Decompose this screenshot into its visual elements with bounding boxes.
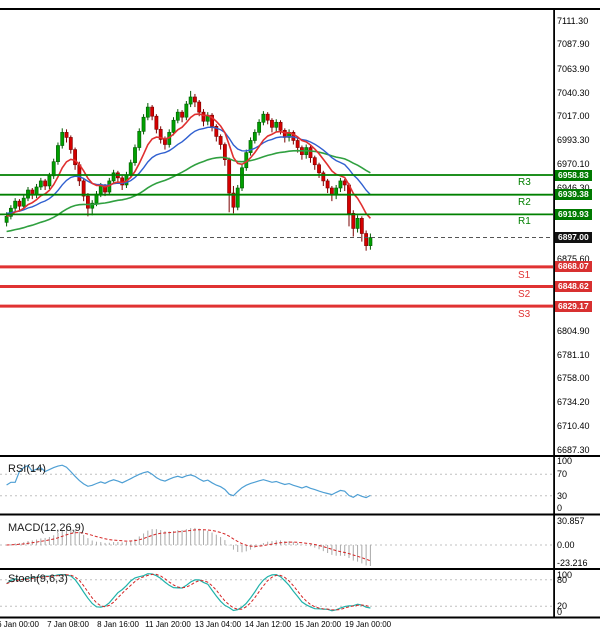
time-axis-label: 15 Jan 20:00	[294, 620, 342, 629]
indicator-axis-label: 30	[557, 490, 568, 501]
price-axis-label: 6875.60	[557, 254, 590, 265]
time-axis-label: 19 Jan 00:00	[344, 620, 392, 629]
price-axis-label: 6946.30	[557, 182, 590, 193]
price-axis-label: 6734.20	[557, 397, 590, 408]
price-axis-label: 7087.90	[557, 39, 590, 50]
time-axis-label: 11 Jan 20:00	[145, 620, 191, 629]
time-axis-label: 14 Jan 12:00	[244, 620, 292, 629]
resistance-badge: 6939.38	[555, 189, 592, 201]
support-label: S3	[518, 309, 531, 321]
resistance-label: R1	[518, 216, 531, 228]
indicator-axis-label: 0.00	[557, 539, 575, 550]
support-label: S1	[518, 269, 531, 281]
stoch-panel-label: Stoch(9,6,3)	[8, 573, 68, 585]
time-axis-label: 6 Jan 00:00	[0, 620, 39, 629]
price-axis-label: 6781.10	[557, 349, 590, 360]
support-badge: 6829.17	[555, 300, 592, 312]
price-axis-label: 6687.30	[557, 444, 590, 455]
support-label: S2	[518, 289, 531, 301]
indicator-axis-label: 80	[557, 574, 568, 585]
support-badge: 6848.62	[555, 280, 592, 292]
resistance-label: R3	[518, 177, 531, 189]
price-axis-label: 6758.00	[557, 373, 590, 384]
indicator-axis-label: 20	[557, 601, 568, 612]
price-axis-label: 6970.10	[557, 158, 590, 169]
time-axis-label: 8 Jan 16:00	[97, 620, 139, 629]
price-axis-label: 7063.90	[557, 63, 590, 74]
price-axis-label: 7040.30	[557, 87, 590, 98]
time-axis-label: 7 Jan 08:00	[47, 620, 89, 629]
indicator-axis-label: 100	[557, 456, 573, 466]
time-axis-label: 13 Jan 04:00	[194, 620, 242, 629]
indicator-axis-label: 70	[557, 469, 568, 480]
resistance-badge: 6958.83	[555, 169, 592, 181]
price-axis-label: 6993.30	[557, 135, 590, 146]
support-badge: 6868.07	[555, 261, 592, 273]
price-axis-label: 7111.30	[557, 15, 589, 26]
indicator-axis-label: 100	[557, 570, 573, 580]
indicator-axis-label: 0	[557, 607, 563, 617]
indicator-axis-label: 0	[557, 503, 563, 513]
current-price-badge: 6897.00	[555, 232, 592, 244]
price-axis-label: 7017.00	[557, 111, 590, 122]
price-axis-label: 6710.40	[557, 421, 590, 432]
price-axis-label: 6804.90	[557, 325, 590, 336]
resistance-label: R2	[518, 196, 531, 208]
resistance-badge: 6919.93	[555, 208, 592, 220]
rsi-panel-label: RSI(14)	[8, 463, 46, 475]
macd-panel-label: MACD(12,26,9)	[8, 522, 85, 534]
indicator-axis-label: -23.216	[557, 558, 588, 568]
indicator-axis-label: 30.857	[557, 516, 585, 526]
